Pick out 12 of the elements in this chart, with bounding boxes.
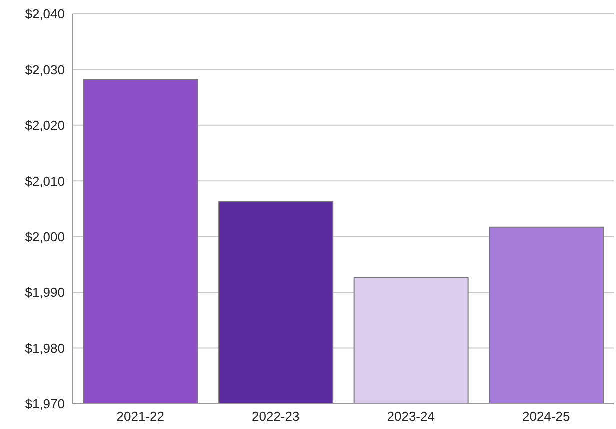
y-tick-label: $2,010: [25, 174, 65, 189]
y-tick-label: $2,000: [25, 229, 65, 244]
x-tick-label: 2023-24: [387, 409, 435, 424]
y-tick-label: $2,040: [25, 6, 65, 22]
x-tick-label: 2024-25: [522, 409, 570, 424]
y-tick-label: $1,970: [25, 396, 65, 412]
y-tick-label: $1,980: [25, 340, 65, 356]
x-tick-label: 2021-22: [116, 409, 164, 424]
y-tick-label: $1,990: [25, 285, 65, 300]
x-tick-label: 2022-23: [252, 409, 300, 424]
y-tick-label: $2,030: [25, 62, 65, 78]
y-tick-label: $2,020: [25, 118, 65, 134]
